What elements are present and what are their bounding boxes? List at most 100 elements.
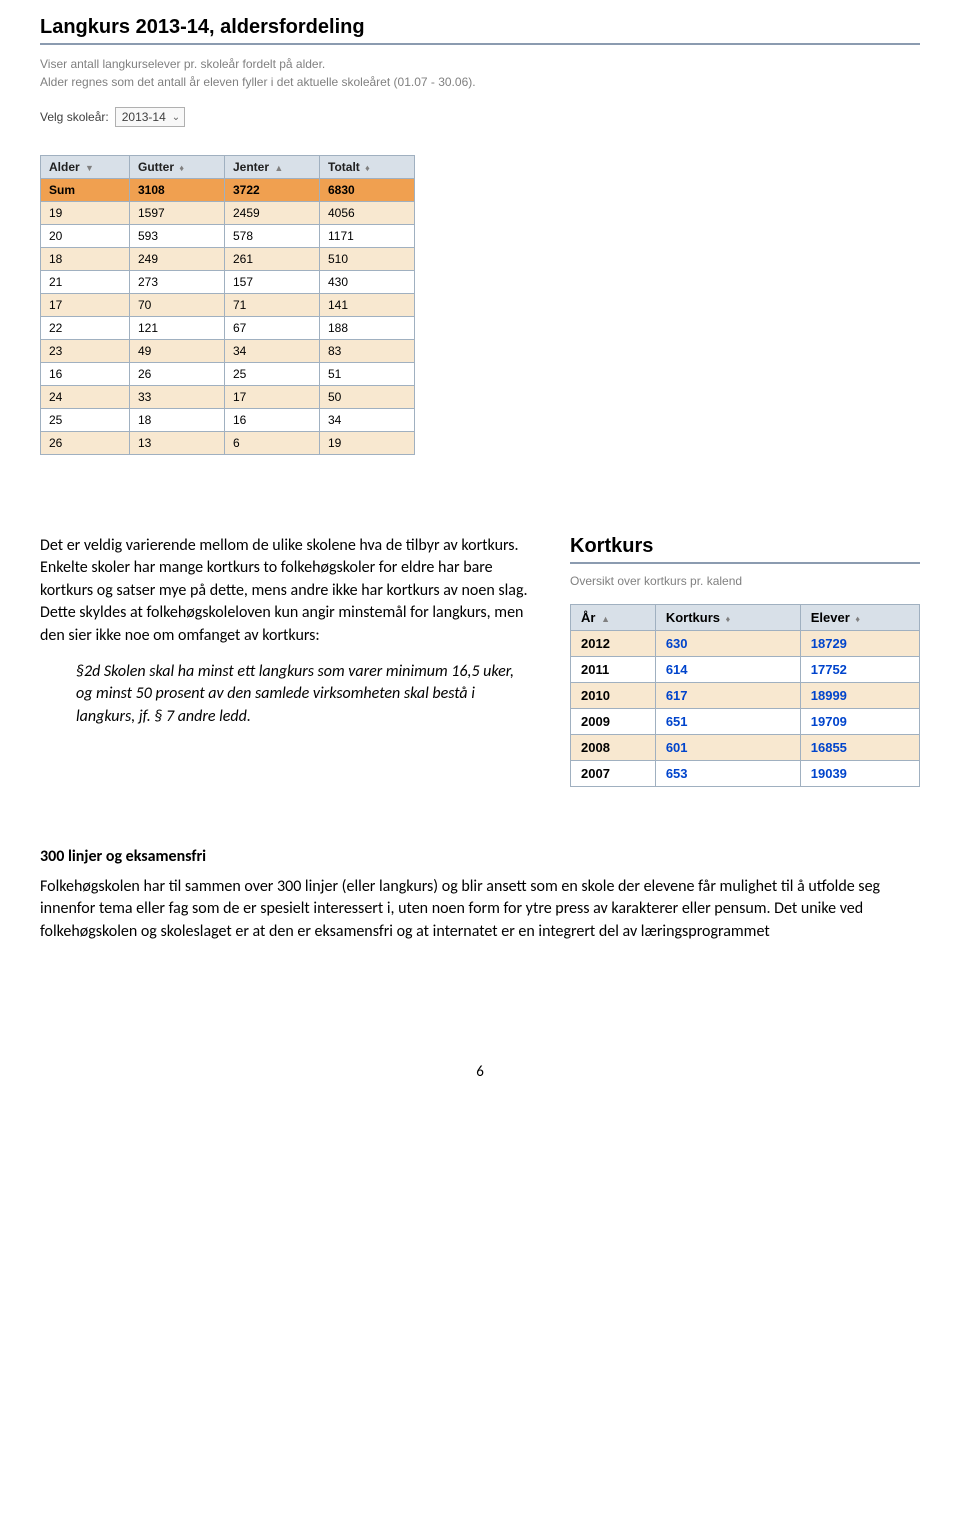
table-cell: 2008 bbox=[571, 735, 656, 761]
kortkurs-title: Kortkurs bbox=[570, 535, 920, 558]
table-row: 177071141 bbox=[41, 294, 415, 317]
sort-icon: ▲ bbox=[601, 614, 610, 624]
table-row: 200765319039 bbox=[571, 761, 920, 787]
table-row: 23493483 bbox=[41, 340, 415, 363]
table-cell: 651 bbox=[655, 709, 800, 735]
table-cell: 18729 bbox=[800, 631, 919, 657]
table-cell: 34 bbox=[320, 409, 415, 432]
table-cell: 19709 bbox=[800, 709, 919, 735]
sort-icon: ▲ bbox=[274, 163, 283, 173]
table-cell: 121 bbox=[130, 317, 225, 340]
table-cell: 2011 bbox=[571, 657, 656, 683]
table-cell: 34 bbox=[225, 340, 320, 363]
year-select-row: Velg skoleår: 2013-14 ⌄ bbox=[40, 107, 920, 127]
table-cell: 261 bbox=[225, 248, 320, 271]
table-cell: 630 bbox=[655, 631, 800, 657]
table-cell: 23 bbox=[41, 340, 130, 363]
sum-cell: 3722 bbox=[225, 179, 320, 202]
table-cell: 19 bbox=[320, 432, 415, 455]
table-cell: 24 bbox=[41, 386, 130, 409]
table-cell: 614 bbox=[655, 657, 800, 683]
table-cell: 17 bbox=[41, 294, 130, 317]
table-cell: 593 bbox=[130, 225, 225, 248]
title-underline bbox=[40, 43, 920, 45]
table-row: 201263018729 bbox=[571, 631, 920, 657]
table-cell: 20 bbox=[41, 225, 130, 248]
age-col-alder[interactable]: Alder ▼ bbox=[41, 156, 130, 179]
header-subtitle: Viser antall langkurselever pr. skoleår … bbox=[40, 55, 920, 91]
table-cell: 16 bbox=[225, 409, 320, 432]
kort-col-år[interactable]: År ▲ bbox=[571, 605, 656, 631]
table-cell: 26 bbox=[130, 363, 225, 386]
table-cell: 49 bbox=[130, 340, 225, 363]
table-cell: 70 bbox=[130, 294, 225, 317]
table-row: 200965119709 bbox=[571, 709, 920, 735]
sum-cell: Sum bbox=[41, 179, 130, 202]
table-cell: 18 bbox=[41, 248, 130, 271]
select-label: Velg skoleår: bbox=[40, 110, 109, 124]
sort-icon: ♦ bbox=[855, 614, 860, 624]
table-cell: 19 bbox=[41, 202, 130, 225]
kortkurs-underline bbox=[570, 562, 920, 564]
table-cell: 13 bbox=[130, 432, 225, 455]
sort-icon: ♦ bbox=[365, 163, 370, 173]
table-row: 205935781171 bbox=[41, 225, 415, 248]
table-cell: 21 bbox=[41, 271, 130, 294]
table-cell: 51 bbox=[320, 363, 415, 386]
age-col-gutter[interactable]: Gutter ♦ bbox=[130, 156, 225, 179]
table-cell: 601 bbox=[655, 735, 800, 761]
age-distribution-table: Alder ▼Gutter ♦Jenter ▲Totalt ♦ Sum31083… bbox=[40, 155, 415, 455]
subtitle-line-2: Alder regnes som det antall år eleven fy… bbox=[40, 75, 476, 89]
table-row: 16262551 bbox=[41, 363, 415, 386]
table-cell: 18999 bbox=[800, 683, 919, 709]
table-cell: 25 bbox=[225, 363, 320, 386]
table-row: 201061718999 bbox=[571, 683, 920, 709]
kort-col-kortkurs[interactable]: Kortkurs ♦ bbox=[655, 605, 800, 631]
page-number: 6 bbox=[40, 1063, 920, 1081]
table-cell: 1171 bbox=[320, 225, 415, 248]
table-cell: 2007 bbox=[571, 761, 656, 787]
table-cell: 510 bbox=[320, 248, 415, 271]
table-cell: 2459 bbox=[225, 202, 320, 225]
table-cell: 26 bbox=[41, 432, 130, 455]
page-title: Langkurs 2013-14, aldersfordeling bbox=[40, 16, 920, 39]
table-cell: 50 bbox=[320, 386, 415, 409]
table-cell: 33 bbox=[130, 386, 225, 409]
year-select[interactable]: 2013-14 ⌄ bbox=[115, 107, 185, 127]
table-sum-row: Sum310837226830 bbox=[41, 179, 415, 202]
table-cell: 67 bbox=[225, 317, 320, 340]
table-cell: 2009 bbox=[571, 709, 656, 735]
table-cell: 653 bbox=[655, 761, 800, 787]
table-cell: 141 bbox=[320, 294, 415, 317]
age-col-jenter[interactable]: Jenter ▲ bbox=[225, 156, 320, 179]
subtitle-line-1: Viser antall langkurselever pr. skoleår … bbox=[40, 57, 325, 71]
intro-paragraph: Det er veldig varierende mellom de ulike… bbox=[40, 535, 530, 647]
age-col-totalt[interactable]: Totalt ♦ bbox=[320, 156, 415, 179]
table-cell: 6 bbox=[225, 432, 320, 455]
table-row: 2212167188 bbox=[41, 317, 415, 340]
table-row: 24331750 bbox=[41, 386, 415, 409]
table-cell: 16855 bbox=[800, 735, 919, 761]
table-cell: 4056 bbox=[320, 202, 415, 225]
section-heading: 300 linjer og eksamensfri bbox=[40, 847, 920, 866]
kortkurs-table: År ▲Kortkurs ♦Elever ♦ 20126301872920116… bbox=[570, 604, 920, 787]
table-cell: 273 bbox=[130, 271, 225, 294]
table-cell: 249 bbox=[130, 248, 225, 271]
table-cell: 430 bbox=[320, 271, 415, 294]
kort-col-elever[interactable]: Elever ♦ bbox=[800, 605, 919, 631]
table-cell: 17 bbox=[225, 386, 320, 409]
table-row: 201161417752 bbox=[571, 657, 920, 683]
table-cell: 18 bbox=[130, 409, 225, 432]
table-cell: 25 bbox=[41, 409, 130, 432]
sum-cell: 6830 bbox=[320, 179, 415, 202]
sum-cell: 3108 bbox=[130, 179, 225, 202]
law-quote: §2d Skolen skal ha minst ett langkurs so… bbox=[76, 661, 530, 728]
table-cell: 1597 bbox=[130, 202, 225, 225]
table-cell: 83 bbox=[320, 340, 415, 363]
table-cell: 617 bbox=[655, 683, 800, 709]
table-cell: 2012 bbox=[571, 631, 656, 657]
sort-icon: ♦ bbox=[726, 614, 731, 624]
table-row: 21273157430 bbox=[41, 271, 415, 294]
year-select-value: 2013-14 bbox=[122, 110, 166, 124]
table-cell: 17752 bbox=[800, 657, 919, 683]
